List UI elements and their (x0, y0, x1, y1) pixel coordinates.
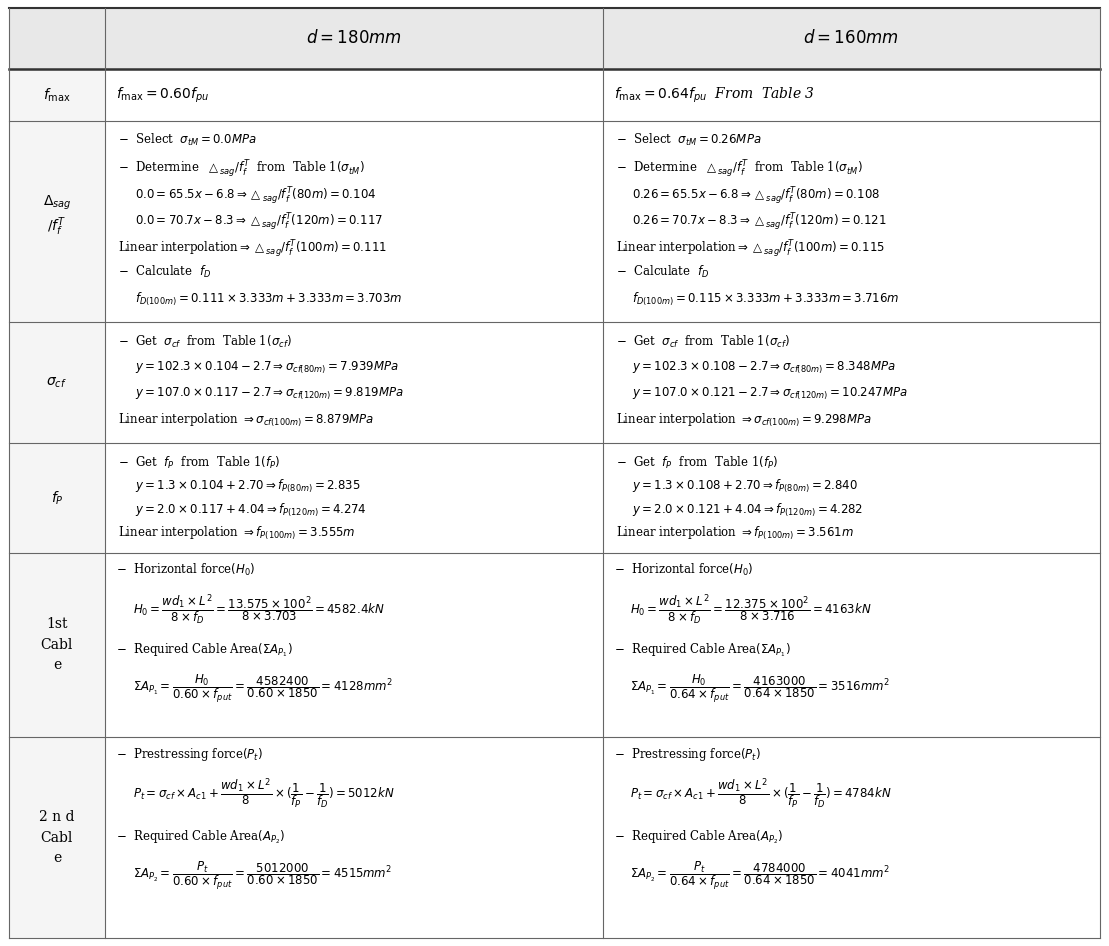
Bar (105, 444, 1100, 552)
Text: $0.26 = 70.7x - 8.3 \Rightarrow \triangle_{sag}/f_f^T(120m) = 0.121$: $0.26 = 70.7x - 8.3 \Rightarrow \triangl… (632, 212, 887, 232)
Bar (9, 444, 105, 552)
Bar (105, 121, 1100, 323)
Text: $\Sigma A_{P_1} = \dfrac{H_0}{0.64 \times f_{put}} = \dfrac{4163000}{0.64 \times: $\Sigma A_{P_1} = \dfrac{H_0}{0.64 \time… (630, 672, 891, 705)
Text: $y = 107.0 \times 0.121 - 2.7 \Rightarrow \sigma_{cf(120m)} = 10.247MPa$: $y = 107.0 \times 0.121 - 2.7 \Rightarro… (632, 386, 908, 402)
Text: $-$  Required Cable Area$(\Sigma A_{P_1})$: $-$ Required Cable Area$(\Sigma A_{P_1})… (613, 641, 791, 659)
Bar (9, 121, 105, 323)
Text: 2 n d
Cabl
e: 2 n d Cabl e (39, 810, 74, 866)
Text: $\Sigma A_{P_2} = \dfrac{P_t}{0.64 \times f_{put}} = \dfrac{4784000}{0.64 \times: $\Sigma A_{P_2} = \dfrac{P_t}{0.64 \time… (630, 859, 891, 892)
Text: $-$  Determine  $\triangle_{sag}/f_f^T$  from  Table 1$(\sigma_{tM})$: $-$ Determine $\triangle_{sag}/f_f^T$ fr… (615, 159, 863, 180)
Bar (9, 69, 105, 121)
Text: $f_{D(100m)} = 0.115 \times 3.333m + 3.333m = 3.716m$: $f_{D(100m)} = 0.115 \times 3.333m + 3.3… (632, 290, 899, 308)
Text: $-$  Calculate  $f_D$: $-$ Calculate $f_D$ (119, 264, 212, 280)
Text: $d = 180mm$: $d = 180mm$ (306, 29, 401, 47)
Text: $P_t = \sigma_{cf} \times A_{c1} + \dfrac{wd_1 \times L^2}{8} \times (\dfrac{1}{: $P_t = \sigma_{cf} \times A_{c1} + \dfra… (630, 777, 892, 811)
Text: Linear interpolation $\Rightarrow f_{P(100m)} = 3.561m$: Linear interpolation $\Rightarrow f_{P(1… (615, 525, 854, 542)
Text: $f_{\rm max} = 0.60f_{pu}$: $f_{\rm max} = 0.60f_{pu}$ (116, 85, 210, 105)
Text: $f_{D(100m)} = 0.111 \times 3.333m + 3.333m = 3.703m$: $f_{D(100m)} = 0.111 \times 3.333m + 3.3… (135, 290, 401, 308)
Text: $-$  Required Cable Area$(\Sigma A_{P_1})$: $-$ Required Cable Area$(\Sigma A_{P_1})… (116, 641, 293, 659)
Text: $-$  Horizontal force$(H_0)$: $-$ Horizontal force$(H_0)$ (116, 562, 255, 578)
Text: $y = 1.3 \times 0.108 + 2.70 \Rightarrow f_{P(80m)} = 2.840$: $y = 1.3 \times 0.108 + 2.70 \Rightarrow… (632, 478, 858, 496)
Text: $0.0 = 65.5x - 6.8 \Rightarrow \triangle_{sag}/f_f^T(80m) = 0.104$: $0.0 = 65.5x - 6.8 \Rightarrow \triangle… (135, 185, 376, 206)
Text: $-$  Prestressing force$(P_t)$: $-$ Prestressing force$(P_t)$ (116, 746, 263, 763)
Text: $\Sigma A_{P_1} = \dfrac{H_0}{0.60 \times f_{put}} = \dfrac{4582400}{0.60 \times: $\Sigma A_{P_1} = \dfrac{H_0}{0.60 \time… (133, 672, 393, 705)
Text: $\Delta_{sag}$: $\Delta_{sag}$ (42, 194, 71, 212)
Bar (105, 737, 1100, 938)
Text: $/f_f^T$: $/f_f^T$ (48, 215, 67, 237)
Text: $f_{\rm max} = 0.64f_{pu}$  From  Table 3: $f_{\rm max} = 0.64f_{pu}$ From Table 3 (613, 85, 815, 105)
Text: $y = 2.0 \times 0.121 + 4.04 \Rightarrow f_{P(120m)} = 4.282$: $y = 2.0 \times 0.121 + 4.04 \Rightarrow… (632, 501, 864, 518)
Text: $-$  Select  $\sigma_{tM} = 0.26MPa$: $-$ Select $\sigma_{tM} = 0.26MPa$ (615, 132, 762, 149)
Bar (9, 323, 105, 444)
Text: $-$  Determine  $\triangle_{sag}/f_f^T$  from  Table 1$(\sigma_{tM})$: $-$ Determine $\triangle_{sag}/f_f^T$ fr… (119, 159, 365, 180)
Text: $y = 102.3 \times 0.104 - 2.7 \Rightarrow \sigma_{cf(80m)} = 7.939MPa$: $y = 102.3 \times 0.104 - 2.7 \Rightarro… (135, 359, 399, 377)
Bar (105, 552, 1100, 737)
Bar (105, 69, 1100, 121)
Text: $y = 102.3 \times 0.108 - 2.7 \Rightarrow \sigma_{cf(80m)} = 8.348MPa$: $y = 102.3 \times 0.108 - 2.7 \Rightarro… (632, 359, 896, 377)
Text: $-$  Calculate  $f_D$: $-$ Calculate $f_D$ (615, 264, 709, 280)
Text: $-$  Get  $f_P$  from  Table 1$(f_P)$: $-$ Get $f_P$ from Table 1$(f_P)$ (119, 455, 281, 471)
Bar (9, 552, 105, 737)
Bar (105, 323, 1100, 444)
Text: Linear interpolation$\Rightarrow \triangle_{sag}/f_f^T(100m) = 0.115$: Linear interpolation$\Rightarrow \triang… (615, 238, 885, 258)
Text: $\Sigma A_{P_2} = \dfrac{P_t}{0.60 \times f_{put}} = \dfrac{5012000}{0.60 \times: $\Sigma A_{P_2} = \dfrac{P_t}{0.60 \time… (133, 859, 391, 892)
Text: Linear interpolation $\Rightarrow \sigma_{cf(100m)} = 9.298MPa$: Linear interpolation $\Rightarrow \sigma… (615, 412, 872, 429)
Text: $-$  Required Cable Area$(A_{P_2})$: $-$ Required Cable Area$(A_{P_2})$ (116, 829, 285, 847)
Text: $-$  Get  $f_P$  from  Table 1$(f_P)$: $-$ Get $f_P$ from Table 1$(f_P)$ (615, 455, 779, 471)
Text: $y = 1.3 \times 0.104 + 2.70 \Rightarrow f_{P(80m)} = 2.835$: $y = 1.3 \times 0.104 + 2.70 \Rightarrow… (135, 478, 360, 496)
Text: $\sigma_{cf}$: $\sigma_{cf}$ (47, 376, 68, 390)
Text: $y = 107.0 \times 0.117 - 2.7 \Rightarrow \sigma_{cf(120m)} = 9.819MPa$: $y = 107.0 \times 0.117 - 2.7 \Rightarro… (135, 386, 404, 402)
Text: Linear interpolation$\Rightarrow \triangle_{sag}/f_f^T(100m) = 0.111$: Linear interpolation$\Rightarrow \triang… (119, 238, 387, 258)
Text: Linear interpolation $\Rightarrow \sigma_{cf(100m)} = 8.879MPa$: Linear interpolation $\Rightarrow \sigma… (119, 412, 375, 429)
Text: Linear interpolation $\Rightarrow f_{P(100m)} = 3.555m$: Linear interpolation $\Rightarrow f_{P(1… (119, 525, 356, 542)
Text: $-$  Required Cable Area$(A_{P_2})$: $-$ Required Cable Area$(A_{P_2})$ (613, 829, 783, 847)
Text: $-$  Select  $\sigma_{tM} = 0.0MPa$: $-$ Select $\sigma_{tM} = 0.0MPa$ (119, 132, 257, 149)
Text: $-$  Get  $\sigma_{cf}$  from  Table 1$(\sigma_{cf})$: $-$ Get $\sigma_{cf}$ from Table 1$(\sig… (615, 334, 790, 350)
Text: $d = 160mm$: $d = 160mm$ (803, 29, 899, 47)
Text: $y = 2.0 \times 0.117 + 4.04 \Rightarrow f_{P(120m)} = 4.274$: $y = 2.0 \times 0.117 + 4.04 \Rightarrow… (135, 501, 367, 518)
Bar (9, 8, 1100, 69)
Text: $f_P$: $f_P$ (51, 489, 63, 507)
Text: $H_0 = \dfrac{wd_1 \times L^2}{8 \times f_D} = \dfrac{13.575 \times 100^2}{8 \ti: $H_0 = \dfrac{wd_1 \times L^2}{8 \times … (133, 592, 385, 627)
Bar (9, 737, 105, 938)
Text: $0.26 = 65.5x - 6.8 \Rightarrow \triangle_{sag}/f_f^T(80m) = 0.108$: $0.26 = 65.5x - 6.8 \Rightarrow \triangl… (632, 185, 881, 206)
Text: $-$  Prestressing force$(P_t)$: $-$ Prestressing force$(P_t)$ (613, 746, 761, 763)
Text: $f_{\rm max}$: $f_{\rm max}$ (43, 86, 71, 104)
Text: $H_0 = \dfrac{wd_1 \times L^2}{8 \times f_D} = \dfrac{12.375 \times 100^2}{8 \ti: $H_0 = \dfrac{wd_1 \times L^2}{8 \times … (630, 592, 872, 627)
Text: $-$  Get  $\sigma_{cf}$  from  Table 1$(\sigma_{cf})$: $-$ Get $\sigma_{cf}$ from Table 1$(\sig… (119, 334, 292, 350)
Text: $P_t = \sigma_{cf} \times A_{c1} + \dfrac{wd_1 \times L^2}{8} \times (\dfrac{1}{: $P_t = \sigma_{cf} \times A_{c1} + \dfra… (133, 777, 395, 811)
Text: 1st
Cabl
e: 1st Cabl e (41, 617, 73, 673)
Text: $0.0 = 70.7x - 8.3 \Rightarrow \triangle_{sag}/f_f^T(120m) = 0.117$: $0.0 = 70.7x - 8.3 \Rightarrow \triangle… (135, 212, 383, 232)
Text: $-$  Horizontal force$(H_0)$: $-$ Horizontal force$(H_0)$ (613, 562, 753, 578)
